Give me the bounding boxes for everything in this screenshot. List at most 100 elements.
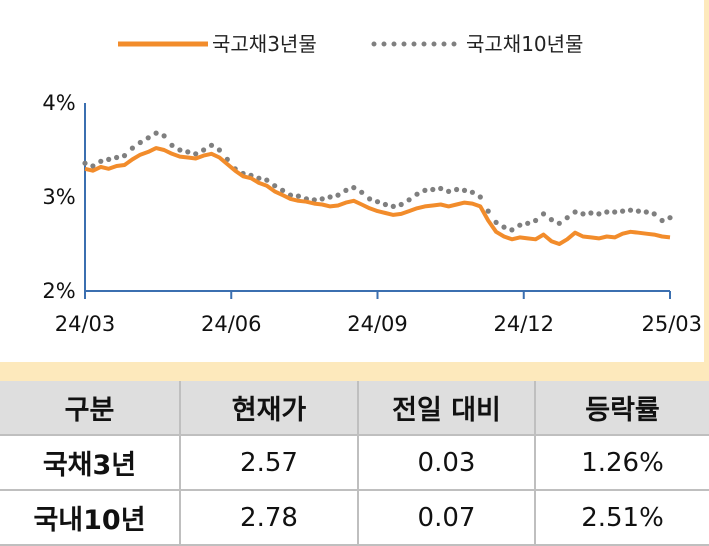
series-10y-point [659,217,665,224]
series-10y-point [201,147,207,153]
series-10y-point [193,151,199,157]
row-price: 2.78 [180,490,359,546]
series-10y-point [517,222,523,228]
series-10y-point [319,196,325,202]
series-10y-point [430,186,436,193]
table-header-row: 구분 현재가 전일 대비 등락률 [0,381,709,436]
header-rate: 등락률 [535,381,709,436]
chart-legend: 국고채3년물 국고채10년물 [118,32,583,56]
x-tick-labels: 24/03 24/06 24/09 24/12 25/03 [55,291,702,336]
header-category: 구분 [0,381,181,436]
series-10y-point [556,220,562,226]
series-10y-point [335,192,341,198]
chart-panel: 국고채3년물 국고채10년물 4% 3% 2% 24/03 24/06 24/09 24/… [0,0,704,362]
series-10y-point [153,130,159,136]
row-rate: 1.26% [535,435,709,491]
series-10y-point [264,177,270,183]
series-10y-point [635,208,642,214]
series-10y-point [327,194,333,200]
series-10y-point [295,193,301,199]
series-10y-point [643,209,649,215]
series-10y-point [208,142,215,148]
series-10y-point [216,147,222,153]
header-change: 전일 대비 [358,381,536,436]
series-10y-point [359,189,365,195]
series-10y-point [667,215,673,221]
y-tick-label: 2% [42,279,75,303]
row-change: 0.07 [358,490,536,546]
row-label: 국채3년 [0,435,181,491]
series-10y-point [121,153,128,159]
series-10y-point [90,163,96,169]
yield-table: 구분 현재가 전일 대비 등락률 국채3년 2.57 0.03 1.26% 국내… [0,381,709,546]
series-10y-point [422,187,428,193]
x-tick-label: 24/06 [201,312,262,336]
series-10y-point [651,211,657,217]
series-10y-point [525,220,531,226]
series-10y-point [161,133,167,139]
x-tick-label: 24/09 [347,312,408,336]
series-10y-point [374,199,381,205]
series-10y-point [572,209,578,215]
y-tick-label: 4% [42,91,75,115]
series-10y-point [461,187,468,193]
series-10y-point [406,197,412,203]
series-10y-point [414,191,420,197]
series-10y-point [612,209,618,215]
series-10y-point [169,142,175,148]
series-10y-point [145,135,151,141]
series-10y-point [620,208,626,214]
series-10y-point [351,185,357,191]
series-10y-point [343,187,349,193]
series-10y-point [106,156,112,162]
series-10y-point [129,145,135,151]
series-10y-point [185,149,191,155]
table-row: 국내10년 2.78 0.07 2.51% [0,490,709,546]
series-10y-point [588,210,594,216]
legend-label-10y: 국고채10년물 [466,32,583,56]
series-10y-point [580,211,586,217]
row-price: 2.57 [180,435,359,491]
series-10y-point [596,211,602,217]
x-tick-label: 24/12 [493,312,554,336]
series-10y-point [98,158,104,164]
series-10y-point [485,208,491,214]
series-10y-point [469,189,475,195]
yield-table-panel: 구분 현재가 전일 대비 등락률 국채3년 2.57 0.03 1.26% 국내… [0,381,709,546]
series-10y-point [454,186,460,193]
series-10y-point [311,197,317,203]
header-price: 현재가 [180,381,359,436]
series-10y-point [627,207,634,213]
series-10y-point [509,227,515,233]
series-10y-point [564,215,570,221]
series-10y-point [446,188,452,194]
chart-axes [84,103,670,292]
series-10y-point [548,217,555,223]
y-tick-label: 3% [42,185,75,209]
series-10y-point [272,183,278,189]
series-10y-point [390,203,396,209]
series-layer [82,130,673,246]
legend-label-3y: 국고채3년물 [212,32,317,56]
series-10y-point [382,201,388,208]
series-3y-line [84,146,671,246]
series-10y-point [604,209,610,215]
series-10y-point [256,175,262,181]
x-tick-label: 25/03 [641,312,702,336]
row-label: 국내10년 [0,490,181,546]
y-tick-labels: 4% 3% 2% [42,91,75,303]
series-10y-point [477,194,483,200]
series-10y-point [137,139,143,146]
row-change: 0.03 [358,435,536,491]
series-10y-point [438,185,444,192]
x-tick-label: 24/03 [55,312,116,336]
series-10y-point [501,224,507,230]
row-rate: 2.51% [535,490,709,546]
series-10y-point [533,217,539,224]
line-chart: 국고채3년물 국고채10년물 4%3%2% 24/03 24/06 24/09 24/… [42,32,702,336]
series-10y-point [177,147,183,153]
series-10y-point [398,201,404,208]
series-10y-point [114,154,120,161]
series-10y-point [367,196,373,202]
